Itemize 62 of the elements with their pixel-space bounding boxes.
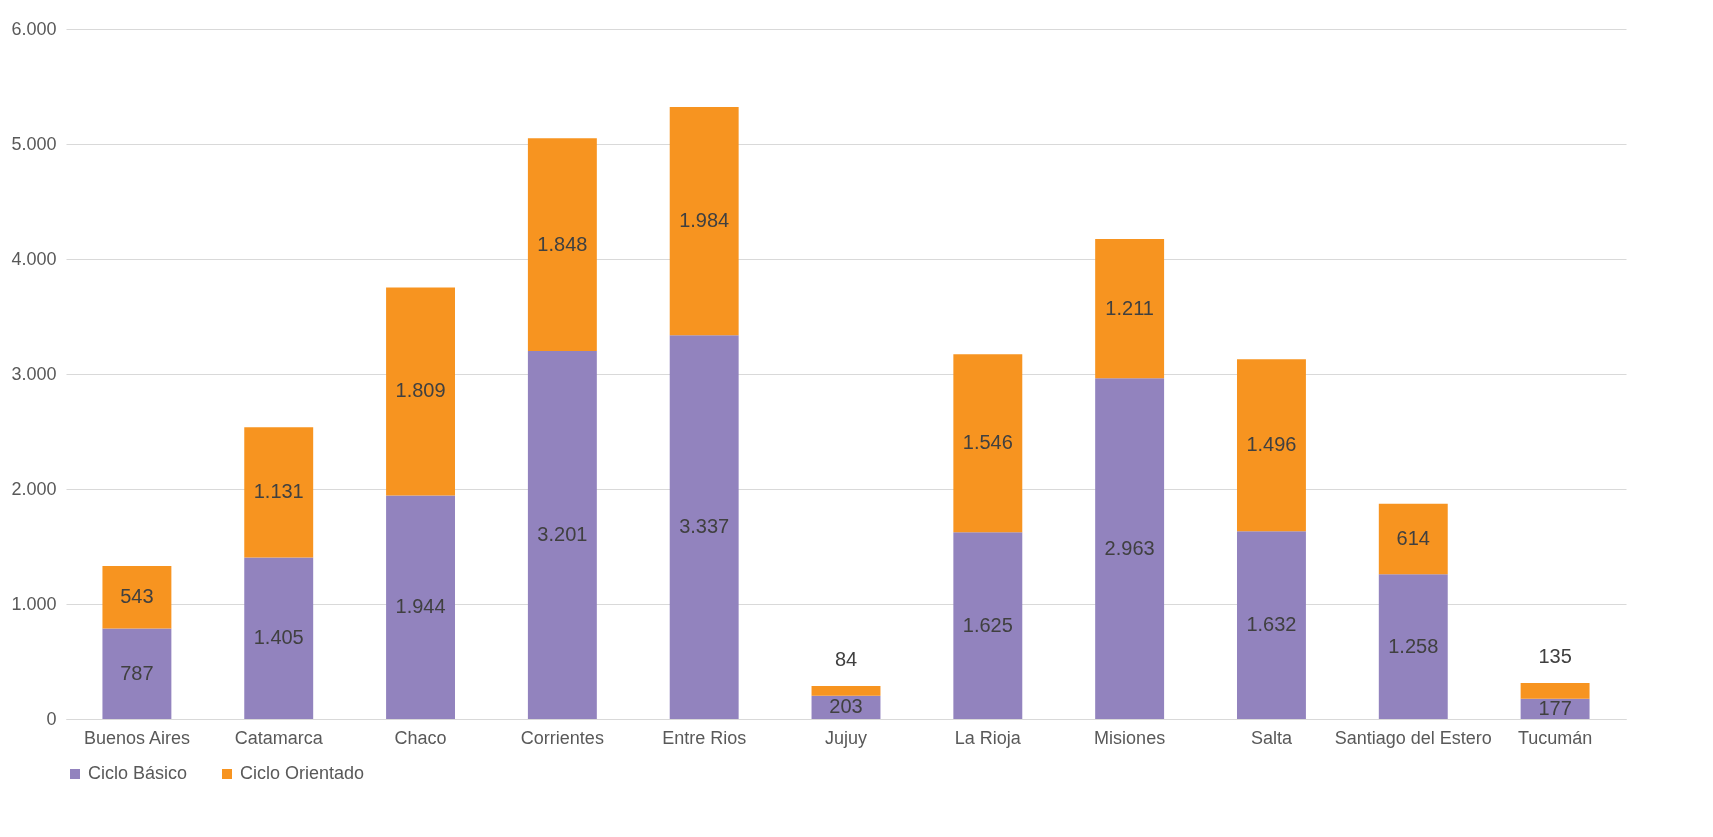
y-tick-label: 6.000 bbox=[11, 18, 57, 39]
data-label: 84 bbox=[834, 647, 858, 670]
bar bbox=[244, 557, 314, 719]
bar bbox=[811, 686, 881, 696]
data-label: 1.984 bbox=[679, 209, 730, 232]
y-tick-label: 0 bbox=[46, 708, 57, 729]
data-label: 1.848 bbox=[537, 232, 588, 255]
data-label: 787 bbox=[120, 661, 154, 684]
x-tick-label: Catamarca bbox=[234, 727, 324, 748]
bar bbox=[1236, 359, 1306, 532]
data-label: 1.131 bbox=[253, 480, 304, 503]
data-label: 1.625 bbox=[962, 613, 1013, 636]
data-label: 3.201 bbox=[537, 522, 588, 545]
bar bbox=[669, 107, 739, 336]
bar bbox=[527, 138, 597, 351]
data-label: 543 bbox=[120, 585, 154, 608]
y-tick-label: 5.000 bbox=[11, 133, 57, 154]
bar bbox=[953, 354, 1023, 533]
x-tick-label: Misiones bbox=[1094, 727, 1166, 748]
data-label: 1.546 bbox=[962, 431, 1013, 454]
bar bbox=[102, 566, 172, 629]
y-tick-label: 1.000 bbox=[11, 593, 57, 614]
x-tick-label: Santiago del Estero bbox=[1334, 727, 1492, 748]
bar bbox=[1378, 574, 1448, 719]
bar bbox=[527, 350, 597, 719]
bar bbox=[1378, 503, 1448, 575]
x-tick-label: Chaco bbox=[394, 727, 447, 748]
bar bbox=[953, 532, 1023, 719]
bar bbox=[386, 495, 456, 719]
data-label: 3.337 bbox=[679, 515, 730, 538]
data-label: 1.211 bbox=[1105, 296, 1154, 319]
bar bbox=[1095, 378, 1165, 719]
bar bbox=[102, 628, 172, 719]
x-tick-label: Tucumán bbox=[1517, 727, 1593, 748]
data-label: 1.258 bbox=[1388, 634, 1439, 657]
bar bbox=[1095, 238, 1165, 379]
x-tick-label: Salta bbox=[1250, 727, 1293, 748]
data-label: 203 bbox=[829, 695, 863, 718]
data-label: 2.963 bbox=[1104, 536, 1155, 559]
x-tick-label: Buenos Aires bbox=[83, 727, 190, 748]
data-label: 135 bbox=[1538, 645, 1572, 668]
x-tick-label: Jujuy bbox=[824, 727, 868, 748]
x-tick-label: La Rioja bbox=[954, 727, 1022, 748]
data-label: 614 bbox=[1396, 527, 1430, 550]
x-tick-label: Entre Rios bbox=[662, 727, 747, 748]
bar bbox=[386, 287, 456, 496]
data-label: 1.496 bbox=[1246, 433, 1297, 456]
x-tick-label: Corrientes bbox=[520, 727, 604, 748]
y-tick-label: 4.000 bbox=[11, 248, 57, 269]
y-tick-label: 2.000 bbox=[11, 478, 57, 499]
data-label: 1.405 bbox=[253, 626, 304, 649]
data-label: 1.944 bbox=[395, 595, 446, 618]
y-tick-label: 3.000 bbox=[11, 363, 57, 384]
bar bbox=[244, 427, 314, 558]
data-label: 1.632 bbox=[1246, 613, 1297, 636]
legend-label: Ciclo Básico bbox=[88, 763, 188, 783]
legend-label: Ciclo Orientado bbox=[240, 763, 365, 783]
bar bbox=[1520, 683, 1590, 699]
bar bbox=[669, 335, 739, 719]
bar bbox=[1236, 531, 1306, 719]
data-label: 1.809 bbox=[395, 379, 446, 402]
data-label: 177 bbox=[1538, 696, 1572, 719]
